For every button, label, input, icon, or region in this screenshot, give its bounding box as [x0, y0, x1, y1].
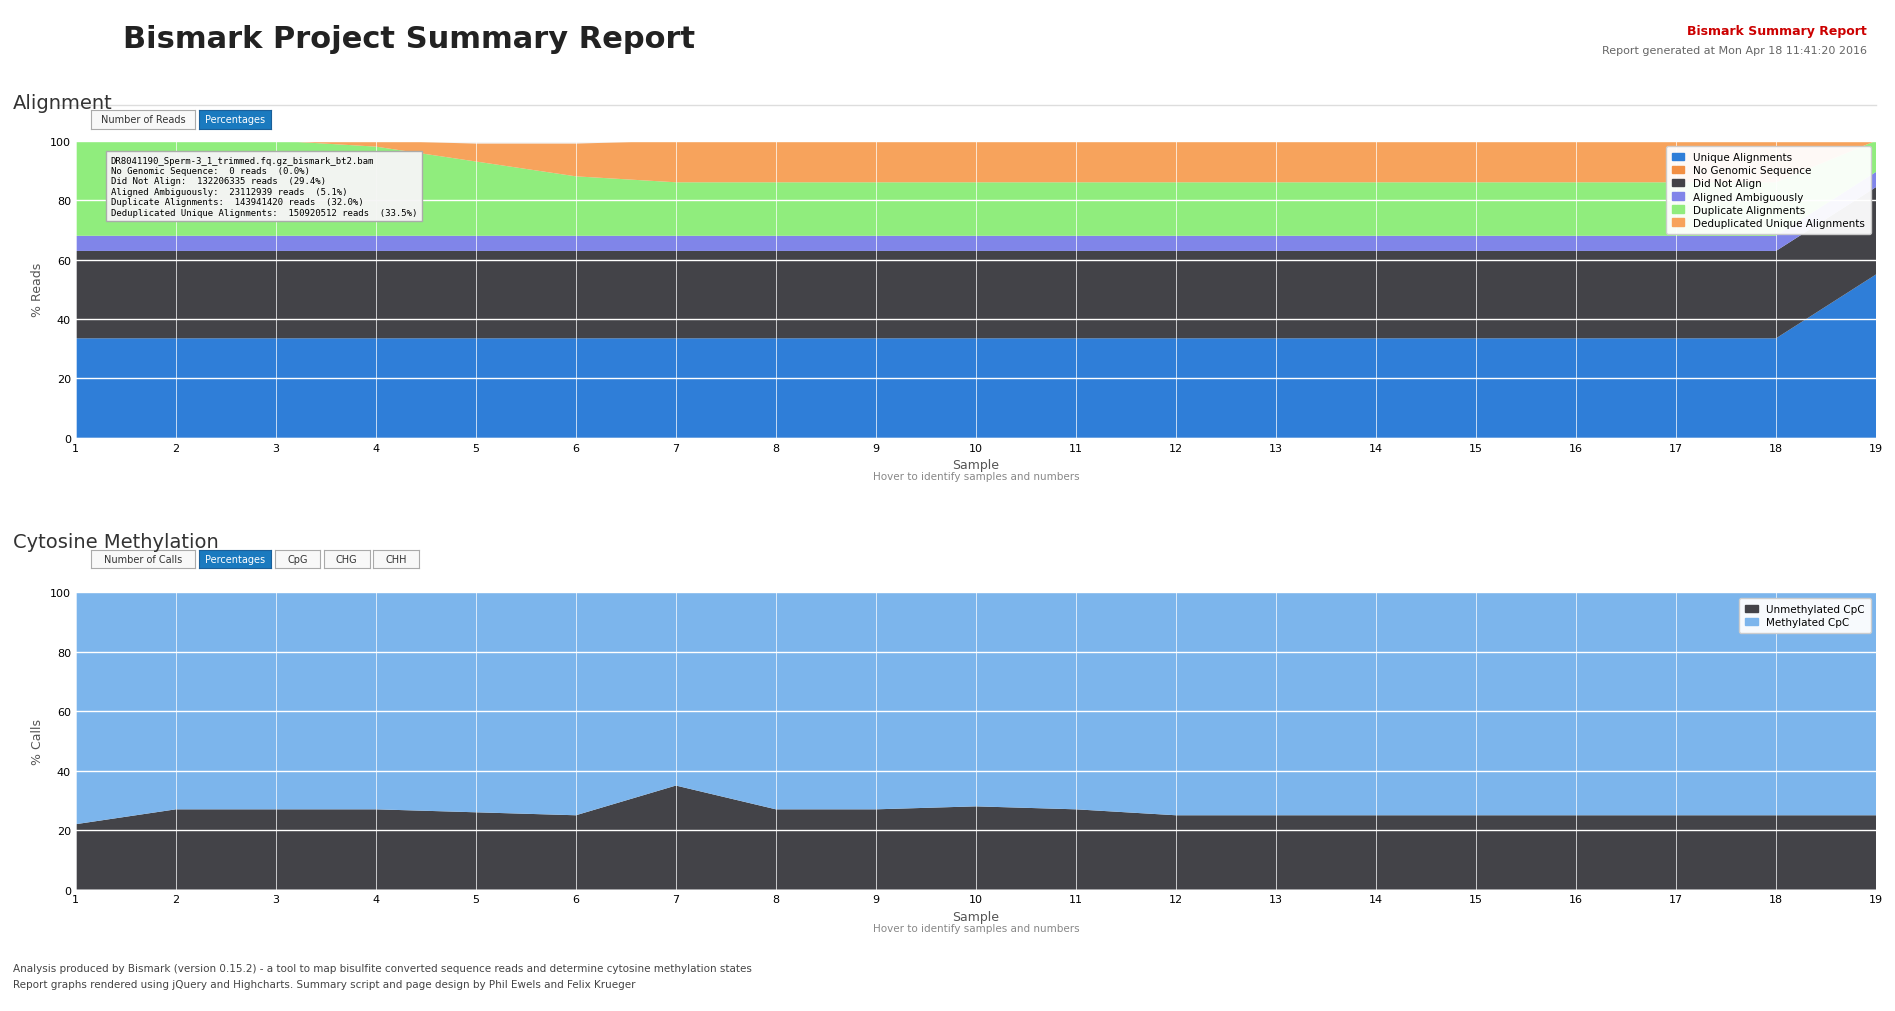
Text: CHH: CHH: [385, 554, 407, 564]
Text: Number of Reads: Number of Reads: [100, 115, 186, 125]
Legend: Unmethylated CpC, Methylated CpC: Unmethylated CpC, Methylated CpC: [1740, 598, 1870, 634]
Text: DR8041190_Sperm-3_1_trimmed.fq.gz_bismark_bt2.bam
No Genomic Sequence:  0 reads : DR8041190_Sperm-3_1_trimmed.fq.gz_bismar…: [110, 157, 417, 217]
Text: Cytosine Methylation: Cytosine Methylation: [13, 532, 220, 551]
Text: Report generated at Mon Apr 18 11:41:20 2016: Report generated at Mon Apr 18 11:41:20 …: [1601, 45, 1867, 56]
Text: Analysis produced by Bismark (version 0.15.2) - a tool to map bisulfite converte: Analysis produced by Bismark (version 0.…: [13, 962, 752, 973]
Y-axis label: % Reads: % Reads: [32, 263, 44, 317]
Text: Number of Calls: Number of Calls: [104, 554, 182, 564]
Text: Percentages: Percentages: [205, 115, 265, 125]
Y-axis label: % Calls: % Calls: [32, 718, 44, 764]
Text: Hover to identify samples and numbers: Hover to identify samples and numbers: [872, 472, 1080, 482]
Text: CHG: CHG: [335, 554, 358, 564]
Text: Report graphs rendered using jQuery and Highcharts. Summary script and page desi: Report graphs rendered using jQuery and …: [13, 979, 635, 989]
Text: Bismark Project Summary Report: Bismark Project Summary Report: [123, 25, 695, 55]
Text: Bismark Summary Report: Bismark Summary Report: [1687, 25, 1867, 38]
Text: Percentages: Percentages: [205, 554, 265, 564]
X-axis label: Sample: Sample: [953, 459, 999, 472]
Text: Alignment: Alignment: [13, 94, 114, 113]
Text: CpG: CpG: [288, 554, 307, 564]
Legend: Unique Alignments, No Genomic Sequence, Did Not Align, Aligned Ambiguously, Dupl: Unique Alignments, No Genomic Sequence, …: [1666, 147, 1870, 235]
X-axis label: Sample: Sample: [953, 910, 999, 923]
Text: Hover to identify samples and numbers: Hover to identify samples and numbers: [872, 923, 1080, 933]
